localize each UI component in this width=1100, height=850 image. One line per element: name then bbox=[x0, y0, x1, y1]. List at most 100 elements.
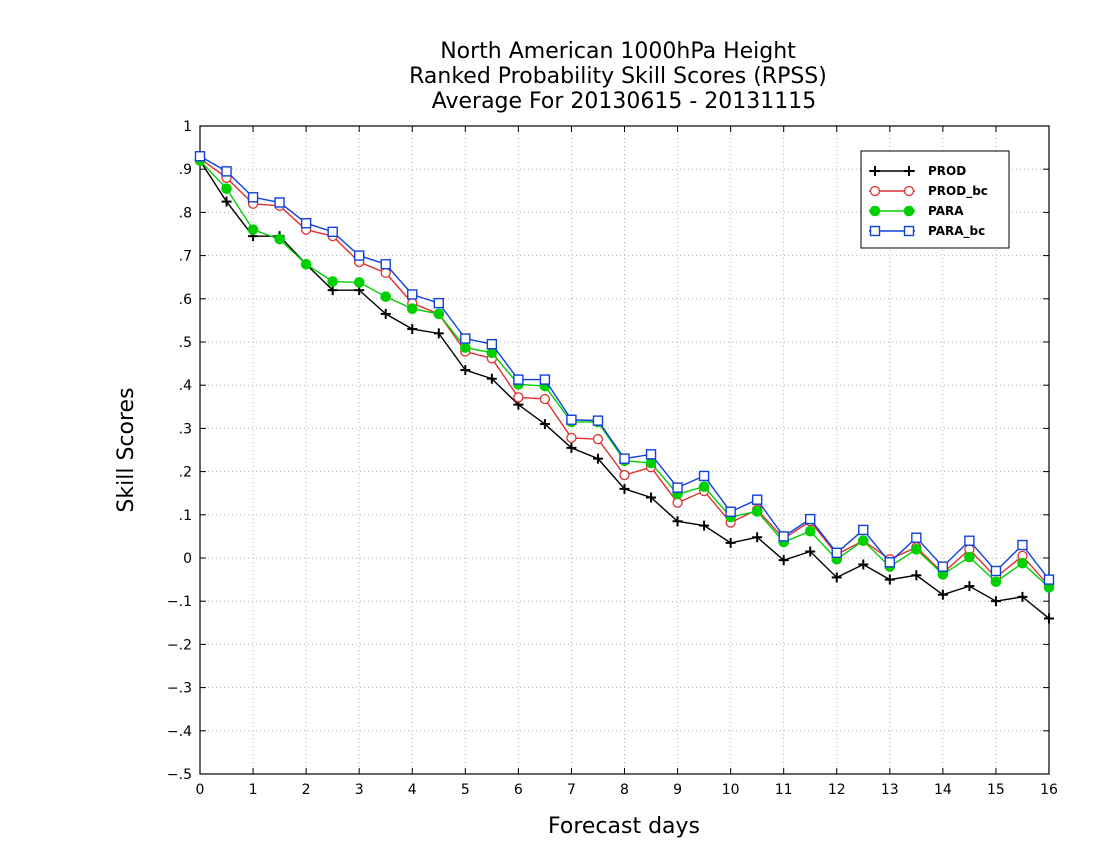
series-para-bc bbox=[194, 151, 1055, 585]
data-point bbox=[353, 250, 365, 261]
legend-marker bbox=[903, 205, 915, 217]
data-point bbox=[513, 392, 524, 403]
data-point bbox=[274, 233, 285, 245]
legend-marker bbox=[869, 225, 881, 237]
x-tick-label: 7 bbox=[567, 782, 576, 798]
data-point bbox=[539, 419, 550, 430]
data-point bbox=[1017, 539, 1028, 551]
data-point bbox=[778, 531, 789, 542]
x-tick-label: 15 bbox=[987, 782, 1005, 798]
data-point bbox=[725, 537, 736, 548]
data-point bbox=[964, 581, 975, 592]
data-point bbox=[911, 570, 922, 581]
y-tick-label: .5 bbox=[179, 335, 192, 351]
data-point bbox=[831, 572, 842, 583]
data-point bbox=[672, 482, 683, 493]
x-tick-label: 0 bbox=[196, 782, 205, 798]
x-tick-label: 4 bbox=[408, 782, 417, 798]
data-point bbox=[592, 415, 604, 426]
data-point bbox=[698, 481, 710, 493]
data-point bbox=[857, 535, 869, 547]
y-axis-label: Skill Scores bbox=[114, 387, 139, 512]
x-tick-label: 1 bbox=[249, 782, 258, 798]
data-point bbox=[460, 333, 471, 344]
data-point bbox=[937, 589, 948, 600]
data-point bbox=[646, 492, 657, 503]
data-point bbox=[964, 535, 975, 546]
data-point bbox=[486, 338, 498, 350]
data-point bbox=[274, 197, 285, 208]
data-point bbox=[433, 328, 444, 339]
x-tick-label: 12 bbox=[828, 782, 846, 798]
data-point bbox=[937, 561, 949, 572]
x-tick-label: 8 bbox=[620, 782, 629, 798]
data-point bbox=[884, 574, 895, 585]
legend: PROD PROD_bc PARA PARA_bc bbox=[860, 150, 1010, 249]
x-axis-label: Forecast days bbox=[548, 814, 700, 839]
x-tick-label: 11 bbox=[775, 782, 793, 798]
data-point bbox=[751, 506, 763, 517]
legend-label: PARA_bc bbox=[928, 224, 985, 239]
data-point bbox=[1017, 557, 1028, 569]
data-point bbox=[380, 259, 391, 270]
chart-title: North American 1000hPa Height Ranked Pro… bbox=[409, 39, 827, 114]
legend-item-para: PARA bbox=[869, 204, 964, 218]
legend-label: PARA bbox=[928, 204, 964, 218]
y-tick-label: .6 bbox=[179, 292, 192, 308]
data-point bbox=[433, 308, 445, 320]
data-point bbox=[805, 546, 816, 557]
grid-lines bbox=[200, 126, 1049, 774]
y-tick-label: −.1 bbox=[167, 594, 192, 610]
data-point bbox=[247, 192, 259, 203]
data-point bbox=[990, 596, 1001, 607]
y-tick-label: .2 bbox=[179, 465, 192, 481]
data-point bbox=[460, 342, 471, 353]
legend-item-prod-bc: PROD_bc bbox=[869, 184, 988, 199]
data-point bbox=[672, 516, 683, 527]
data-point bbox=[566, 432, 577, 444]
data-point bbox=[300, 217, 312, 229]
data-point bbox=[539, 374, 551, 385]
data-point bbox=[194, 151, 206, 162]
data-point bbox=[300, 258, 312, 270]
y-tick-label: −.5 bbox=[167, 767, 192, 783]
legend-label: PROD_bc bbox=[928, 184, 988, 199]
x-tick-label: 10 bbox=[722, 782, 740, 798]
data-point bbox=[699, 520, 710, 531]
data-point bbox=[486, 373, 497, 384]
legend-marker bbox=[903, 225, 915, 237]
data-point bbox=[911, 544, 922, 555]
data-point bbox=[221, 196, 232, 207]
data-point bbox=[353, 277, 365, 288]
data-point bbox=[672, 497, 683, 508]
data-point bbox=[566, 442, 577, 453]
x-tick-label: 16 bbox=[1040, 782, 1058, 798]
x-tick-label: 6 bbox=[514, 782, 523, 798]
data-point bbox=[752, 532, 763, 543]
data-point bbox=[380, 267, 391, 279]
y-tick-label: .9 bbox=[179, 162, 192, 178]
y-tick-label: 1 bbox=[183, 119, 192, 135]
data-point bbox=[592, 434, 604, 445]
data-point bbox=[619, 453, 630, 464]
series-layer bbox=[194, 151, 1055, 624]
data-point bbox=[327, 226, 338, 238]
y-tick-label: 0 bbox=[183, 551, 192, 567]
y-tick-label: .8 bbox=[179, 205, 192, 221]
data-point bbox=[804, 525, 816, 537]
data-point bbox=[407, 324, 418, 335]
data-point bbox=[990, 576, 1002, 588]
legend-marker bbox=[903, 185, 915, 197]
data-point bbox=[619, 483, 630, 494]
legend-label: PROD bbox=[928, 164, 966, 178]
y-tick-label: .7 bbox=[179, 249, 192, 265]
data-point bbox=[645, 449, 657, 460]
legend-box bbox=[860, 150, 1010, 249]
data-point bbox=[619, 469, 630, 481]
data-point bbox=[1044, 613, 1054, 624]
data-point bbox=[433, 297, 444, 309]
data-point bbox=[380, 308, 391, 319]
data-point bbox=[380, 291, 392, 302]
axis-ticks: 0 1 2 3 4 5 6 7 8 9 10 11 12 13 14 15 16−.5−.4−.3−.2−.10… bbox=[167, 119, 1058, 798]
x-tick-label: 13 bbox=[881, 782, 899, 798]
